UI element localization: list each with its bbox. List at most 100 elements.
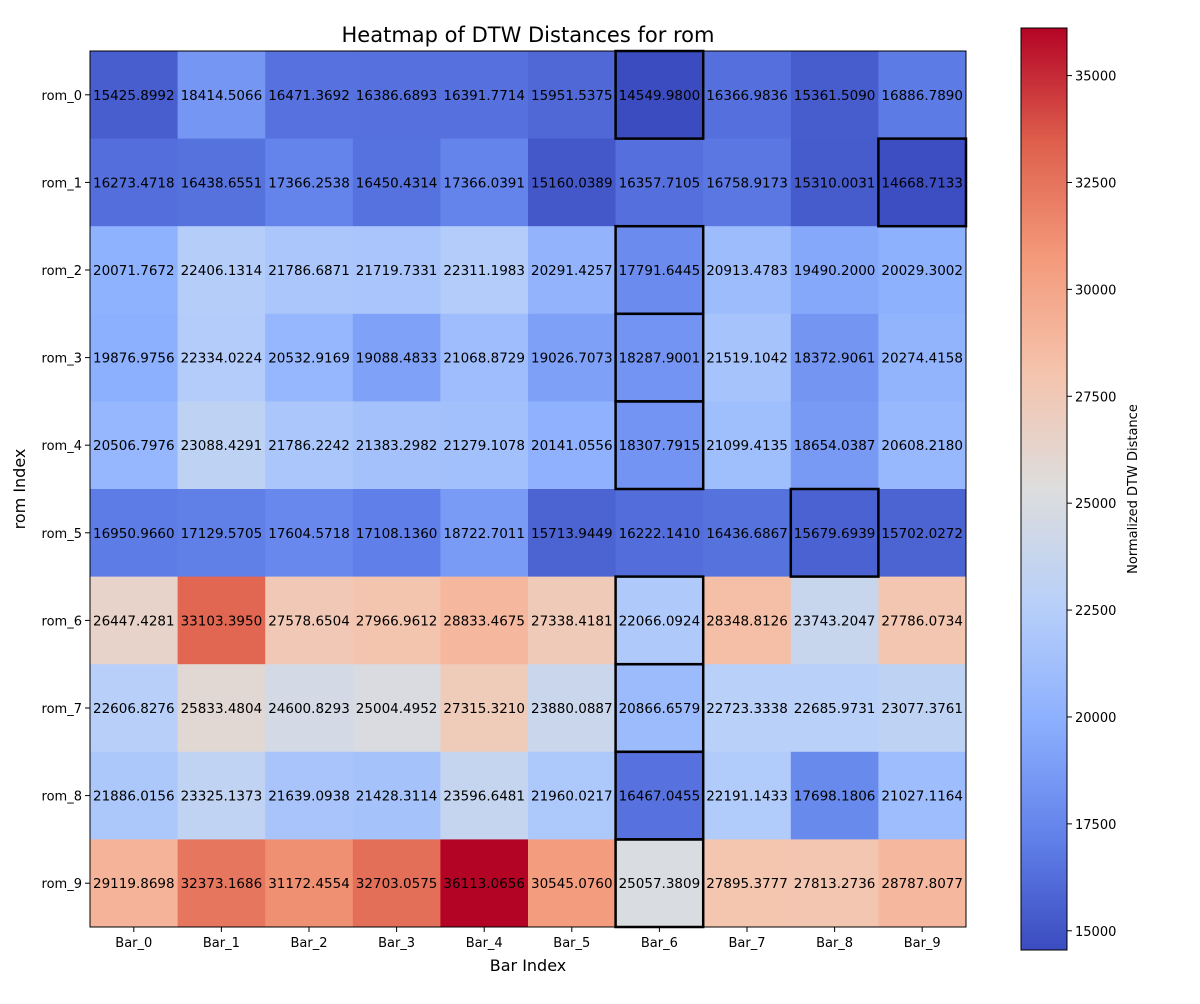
heatmap-cell [265,51,354,139]
cell-value-label: 22066.0924 [619,613,701,629]
heatmap-cell [265,751,354,840]
y-tick-label: rom_2 [42,264,82,279]
heatmap-cell [790,226,879,315]
cell-value-label: 17604.5718 [268,526,350,542]
heatmap-cell [615,401,704,490]
y-tick-label: rom_8 [42,790,82,805]
colorbar-gradient [1020,27,1068,951]
cell-value-label: 18307.7915 [619,438,701,454]
cell-value-label: 23088.4291 [181,438,263,454]
cell-value-label: 17129.5705 [181,526,263,542]
cell-value-label: 25057.3809 [619,876,701,892]
cell-value-label: 22334.0224 [181,351,263,367]
cell-value-label: 15679.6939 [794,526,876,542]
x-tick-label: Bar_5 [553,936,590,951]
heatmap-cell [440,664,529,753]
heatmap-cell [177,664,266,753]
heatmap-cell [878,664,967,753]
cell-value-label: 16391.7714 [443,88,525,104]
cell-value-label: 24600.8293 [268,701,350,717]
cell-value-label: 21639.0938 [268,789,350,805]
heatmap-cell [177,576,266,665]
heatmap-cell [528,51,616,139]
cell-value-label: 23596.6481 [443,789,525,805]
heatmap-cell [703,576,792,665]
cell-value-label: 18372.9061 [794,351,876,367]
heatmap-cell [352,751,441,840]
heatmap-cell [528,664,616,753]
cell-value-label: 22406.1314 [181,263,263,279]
cell-value-label: 18654.0387 [794,438,876,454]
heatmap-cell [615,576,704,665]
cell-value-label: 27338.4181 [531,613,613,629]
heatmap-cell [878,489,967,577]
x-tick-label: Bar_3 [378,936,415,951]
heatmap-cell [528,226,616,315]
y-tick-label: rom_3 [42,352,82,367]
cell-value-label: 29119.8698 [93,876,175,892]
highlight-box [789,487,880,578]
cell-value-label: 27966.9612 [356,613,438,629]
colorbar: 15000 17500 20000 22500 25000 27500 30000 32500… [1020,27,1141,951]
cell-value-label: 16436.6867 [706,526,788,542]
heatmap-cell [265,839,354,928]
cell-value-label: 22311.1983 [443,263,525,279]
heatmap-cell [790,313,879,402]
cell-value-label: 21383.2982 [356,438,438,454]
cell-value-label: 30545.0760 [531,876,613,892]
cell-value-label: 20506.7976 [93,438,175,454]
cell-value-label: 21428.3114 [356,789,438,805]
heatmap-cells [90,51,967,928]
heatmap-cell [703,839,792,928]
cell-value-label: 15951.5375 [531,88,613,104]
colorbar-tick-label: 30000 [1075,283,1116,298]
heatmap-cell [440,489,529,577]
heatmap-cell [90,489,178,577]
cell-value-label: 23743.2047 [794,613,876,629]
cell-value-label: 19026.7073 [531,351,613,367]
x-tick-label: Bar_6 [641,936,678,951]
heatmap-cell [440,51,529,139]
x-tick-label: Bar_1 [203,936,240,951]
heatmap-cell [615,664,704,753]
x-tick-label: Bar_0 [115,936,152,951]
cell-value-label: 21786.2242 [268,438,350,454]
heatmap-cell [90,313,178,402]
cell-value-label: 16886.7890 [881,88,963,104]
cell-value-label: 16950.9660 [93,526,175,542]
heatmap-cell [177,401,266,490]
cell-value-label: 21960.0217 [531,789,613,805]
heatmap-cell [90,839,178,928]
cell-value-label: 20532.9169 [268,351,350,367]
heatmap-cell [90,51,178,139]
x-tick-label: Bar_2 [290,936,327,951]
heatmap-cell [528,576,616,665]
cell-value-label: 20866.6579 [619,701,701,717]
cell-value-label: 17366.2538 [268,175,350,191]
cell-value-label: 28833.4675 [443,613,525,629]
cell-value-label: 20291.4257 [531,263,613,279]
highlight-box [614,400,705,491]
heatmap-cell [703,664,792,753]
cell-value-label: 25004.4952 [356,701,438,717]
heatmap-cell [703,489,792,577]
cell-value-label: 27895.3777 [706,876,788,892]
cell-value-label: 32703.0575 [356,876,438,892]
colorbar-label: Normalized DTW Distance [1126,404,1141,574]
chart-title: Heatmap of DTW Distances for rom [342,23,715,47]
cell-value-label: 22191.1433 [706,789,788,805]
cell-value-label: 23077.3761 [881,701,963,717]
heatmap-cell [352,138,441,227]
cell-value-label: 20913.4783 [706,263,788,279]
cell-value-label: 28787.8077 [881,876,963,892]
heatmap-cell [352,839,441,928]
heatmap-cell [615,751,704,840]
cell-value-label: 15361.5090 [794,88,876,104]
cell-value-label: 23325.1373 [181,789,263,805]
heatmap-cell [90,664,178,753]
cell-value-label: 22685.9731 [794,701,876,717]
heatmap-cell [790,751,879,840]
cell-value-label: 20274.4158 [881,351,963,367]
cell-value-label: 27578.6504 [268,613,350,629]
cell-value-label: 19088.4833 [356,351,438,367]
